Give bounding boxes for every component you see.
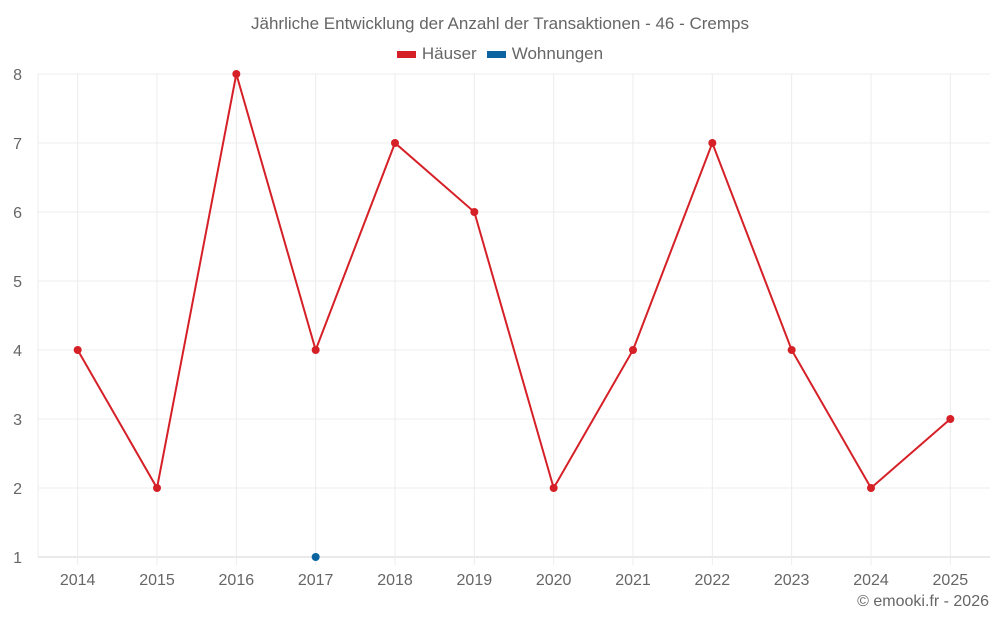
data-point[interactable] [391,139,399,147]
legend-label-wohnungen: Wohnungen [511,44,604,63]
x-tick-label: 2015 [139,572,175,589]
legend-swatch-wohnungen [486,50,506,58]
credit-text: © emooki.fr - 2026 [857,593,989,610]
legend-label-haeuser: Häuser [421,44,477,63]
y-tick-label: 1 [13,550,22,567]
x-tick-label: 2020 [536,572,572,589]
legend-swatch-haeuser [396,50,416,58]
series-line [76,73,951,491]
data-point[interactable] [708,139,717,147]
data-point[interactable] [153,484,161,492]
y-tick-label: 4 [13,343,22,360]
x-tick-label: 2018 [377,572,413,589]
x-axis: 2014 2015 2016 2017 2018 2019 2020 2021 2022 2023… [60,572,968,589]
y-axis: 1 2 3 4 5 6 7 8 [13,67,22,567]
data-point[interactable] [549,484,558,492]
x-tick-label: 2022 [695,572,731,589]
x-tick-label: 2019 [457,572,493,589]
legend: Häuser Wohnungen [0,44,1000,64]
y-tick-label: 6 [13,205,22,222]
legend-item-haeuser[interactable]: Häuser [396,44,477,64]
data-point[interactable] [311,553,320,561]
data-point[interactable] [946,415,955,423]
x-tick-label: 2016 [219,572,255,589]
x-tick-label: 2023 [774,572,810,589]
x-tick-label: 2025 [933,572,969,589]
data-point[interactable] [73,346,82,354]
y-tick-label: 2 [13,481,22,498]
data-point[interactable] [311,346,320,354]
data-point[interactable] [232,70,241,78]
x-tick-label: 2024 [853,572,889,589]
data-point[interactable] [787,346,796,354]
data-point[interactable] [867,484,875,492]
y-tick-label: 3 [13,412,22,429]
chart-title: Jährliche Entwicklung der Anzahl der Tra… [251,14,749,33]
legend-item-wohnungen[interactable]: Wohnungen [486,44,604,64]
y-tick-label: 8 [13,67,22,84]
x-tick-label: 2014 [60,572,96,589]
y-tick-label: 5 [13,274,22,291]
x-tick-label: 2017 [298,572,334,589]
data-point[interactable] [470,208,479,216]
y-tick-label: 7 [13,136,22,153]
grid-lines [37,73,990,565]
data-point[interactable] [629,346,637,354]
x-tick-label: 2021 [615,572,651,589]
data-series [73,70,955,561]
